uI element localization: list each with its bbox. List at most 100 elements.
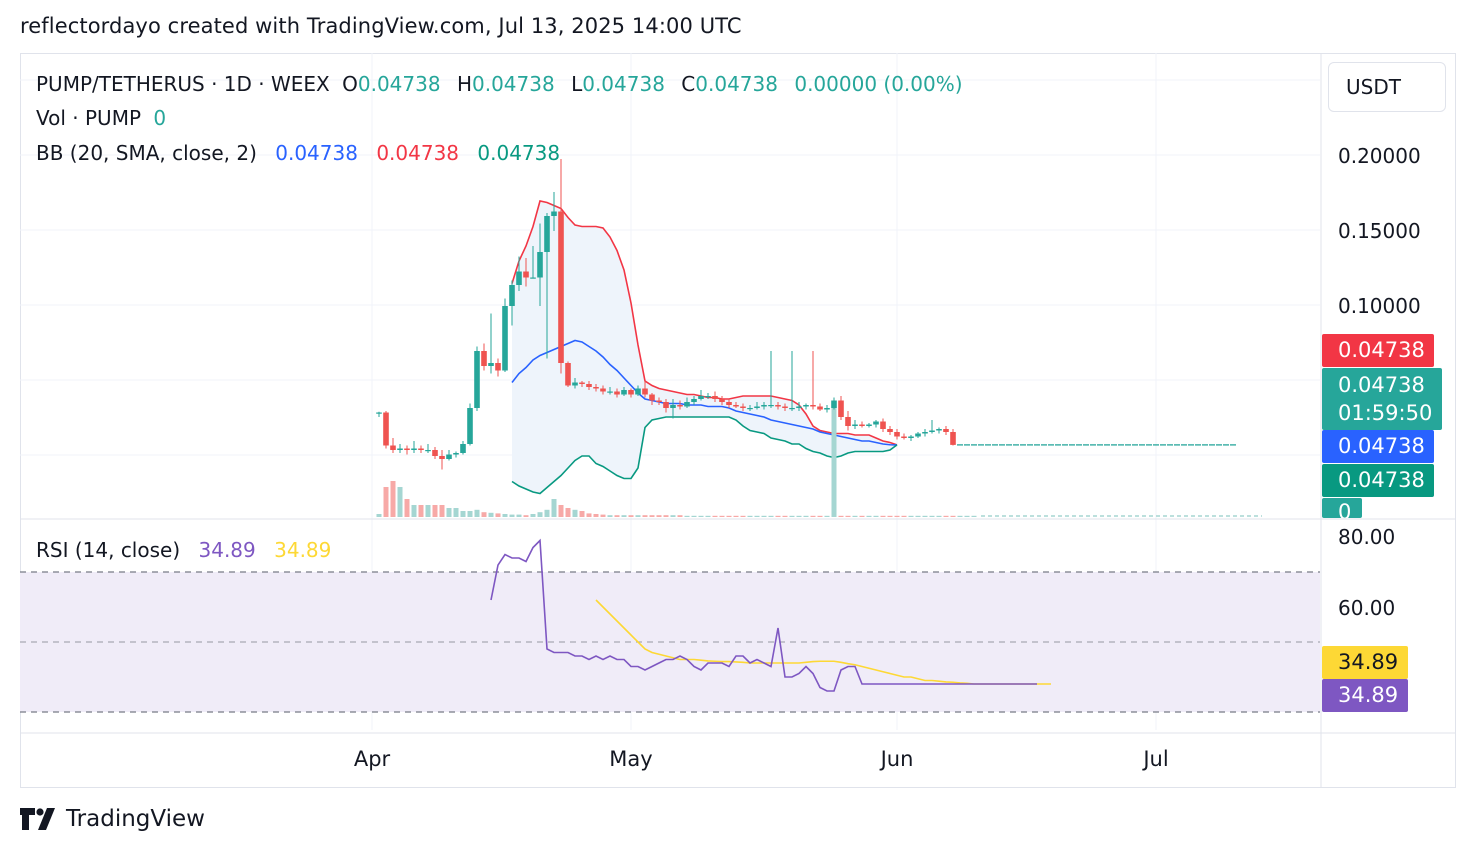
volume-bar — [446, 508, 452, 517]
candle-body — [831, 400, 837, 408]
candle-body — [768, 405, 774, 407]
volume-bar — [425, 505, 431, 517]
volume-bar — [943, 515, 949, 517]
candle-body — [404, 448, 410, 450]
open-label: O0.04738 — [342, 72, 440, 96]
volume-bar — [565, 508, 571, 517]
chart-caption: reflectordayo created with TradingView.c… — [20, 14, 742, 38]
open-key: O — [342, 72, 358, 96]
candle-body — [894, 432, 900, 437]
time-tick: Apr — [353, 747, 391, 771]
candle-body — [712, 396, 718, 399]
volume-bar — [467, 511, 473, 517]
volume-bar — [411, 505, 417, 517]
volume-bar — [593, 514, 599, 517]
symbol-label[interactable]: PUMP/TETHERUS · 1D · WEEX — [36, 72, 330, 96]
candle-body — [803, 405, 809, 407]
low-key: L — [571, 72, 583, 96]
candle-body — [929, 430, 935, 432]
volume-bar — [768, 515, 774, 517]
volume-bar — [558, 505, 564, 517]
volume-bar — [635, 515, 641, 517]
candle-body — [635, 388, 641, 395]
rsi-label: RSI (14, close) — [36, 538, 181, 562]
volume-value: 0 — [153, 106, 167, 130]
candle-body — [418, 448, 424, 450]
volume-bar — [439, 505, 445, 517]
volume-bar — [880, 515, 886, 517]
bb-upper-tag: 0.04738 — [1322, 334, 1434, 367]
candle-body — [453, 453, 459, 455]
bb-lower-tag: 0.04738 — [1322, 464, 1434, 497]
time-tick: Jul — [1143, 747, 1169, 771]
volume-bar — [929, 515, 935, 517]
bb-legend[interactable]: BB (20, SMA, close, 2) 0.04738 0.04738 0… — [36, 141, 566, 165]
volume-bar — [901, 515, 907, 517]
volume-bar — [649, 515, 655, 517]
candle-body — [887, 429, 893, 432]
volume-bar — [705, 515, 711, 517]
candle-body — [586, 384, 592, 387]
bb-upper-value: 0.04738 — [376, 141, 460, 165]
volume-bar — [551, 499, 557, 517]
candle-body — [537, 252, 543, 278]
volume-bar — [481, 512, 487, 517]
candle-body — [922, 432, 928, 434]
low-value: 0.04738 — [582, 72, 665, 96]
currency-selector[interactable]: USDT — [1328, 62, 1446, 112]
candle-body — [782, 406, 788, 408]
candle-body — [866, 424, 872, 426]
candle-body — [901, 436, 907, 438]
bb-basis-tag: 0.04738 — [1322, 430, 1434, 463]
chart-frame — [20, 53, 1456, 788]
close-label: C0.04738 — [681, 72, 778, 96]
volume-bar — [572, 509, 578, 517]
volume-bar — [831, 403, 837, 517]
volume-bar — [782, 515, 788, 517]
candle-body — [796, 406, 802, 408]
candle-body — [684, 402, 690, 407]
close-key: C — [681, 72, 696, 96]
candle-body — [880, 421, 886, 429]
volume-bar — [810, 515, 816, 517]
volume-bar — [418, 505, 424, 517]
high-label: H0.04738 — [457, 72, 555, 96]
volume-bar — [663, 515, 669, 517]
volume-bar — [397, 487, 403, 517]
rsi-legend[interactable]: RSI (14, close) 34.89 34.89 — [36, 538, 337, 562]
candle-body — [593, 387, 599, 389]
candle-body — [481, 351, 487, 366]
volume-bar — [579, 511, 585, 517]
candle-body — [642, 388, 648, 395]
volume-bar — [621, 515, 627, 517]
volume-bar — [691, 515, 697, 517]
candle-body — [607, 391, 613, 393]
volume-bar — [957, 515, 963, 517]
candle-body — [936, 429, 942, 431]
brand-name: TradingView — [66, 806, 205, 832]
volume-bar — [817, 515, 823, 517]
bb-lower-value: 0.04738 — [477, 141, 561, 165]
volume-legend[interactable]: Vol · PUMP 0 — [36, 106, 172, 130]
candle-body — [761, 405, 767, 407]
volume-bar — [796, 515, 802, 517]
tradingview-logo[interactable]: TradingView — [20, 806, 205, 832]
candle-body — [943, 429, 949, 432]
candle-body — [614, 391, 620, 395]
last-price-value: 0.04738 — [1338, 373, 1425, 397]
volume-bar — [376, 514, 382, 517]
candle-body — [733, 405, 739, 407]
volume-bar — [432, 505, 438, 517]
candle-body — [789, 408, 795, 410]
volume-label: Vol · PUMP — [36, 106, 142, 130]
open-value: 0.04738 — [357, 72, 441, 96]
volume-bar — [908, 515, 914, 517]
volume-bar — [544, 509, 550, 517]
candle-body — [425, 450, 431, 452]
low-label: L0.04738 — [571, 72, 665, 96]
bb-label: BB (20, SMA, close, 2) — [36, 141, 257, 165]
rsi-tag: 34.89 — [1322, 679, 1408, 712]
candle-body — [474, 351, 480, 408]
candle-body — [915, 433, 921, 437]
